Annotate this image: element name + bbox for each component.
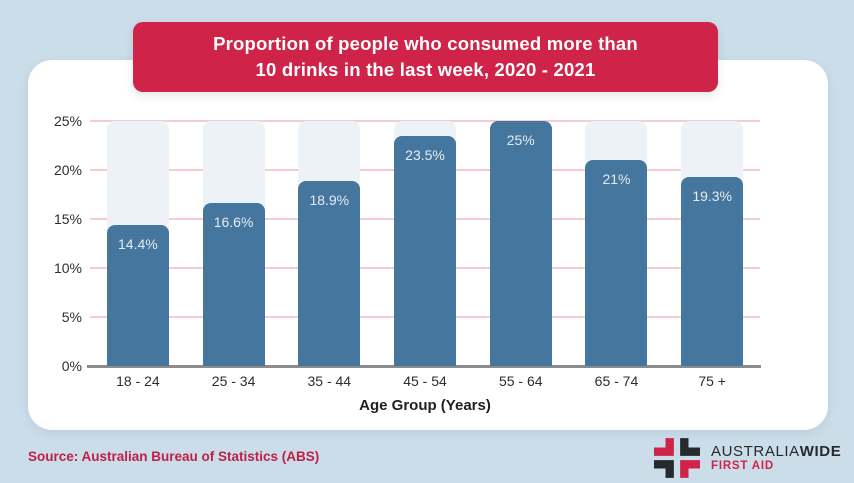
- brand-name-part1: AUSTRALIA: [711, 442, 800, 460]
- x-tick-25-34: 25 - 34: [211, 373, 256, 389]
- bar-value-label: 23.5%: [405, 146, 445, 163]
- source-attribution: Source: Australian Bureau of Statistics …: [28, 449, 320, 464]
- x-tick-45-54: 45 - 54: [403, 373, 447, 389]
- chart-title-line2: 10 drinks in the last week, 2020 - 2021: [255, 59, 596, 80]
- bar-value-label: 25%: [506, 132, 535, 148]
- y-tick-20: 20%: [53, 162, 82, 178]
- chart-title-banner: Proportion of people who consumed more t…: [133, 22, 718, 92]
- x-tick-18-24: 18 - 24: [116, 373, 160, 389]
- brand-name: AUSTRALIAWIDE: [711, 443, 841, 460]
- x-axis-tick-labels: 18 - 24 25 - 34 35 - 44 45 - 54 55 - 64 …: [90, 373, 760, 389]
- x-tick-55-64: 55 - 64: [498, 373, 543, 389]
- bar-75plus: 19.3%: [681, 176, 744, 366]
- y-tick-5: 5%: [61, 309, 82, 325]
- x-tick-75plus: 75 +: [698, 373, 726, 389]
- brand-name-part2: WIDE: [799, 442, 842, 460]
- bar-25-34: 16.6%: [202, 203, 265, 366]
- y-tick-0: 0%: [61, 358, 82, 374]
- first-aid-cross-icon: [654, 438, 700, 478]
- x-tick-35-44: 35 - 44: [307, 373, 352, 389]
- bar-column-45-54: 23.5%: [377, 121, 473, 366]
- x-tick-65-74: 65 - 74: [594, 373, 639, 389]
- plot-area: 14.4% 16.6% 18.9% 23.5%: [87, 120, 761, 368]
- bar-45-54: 23.5%: [394, 135, 457, 366]
- bar-18-24: 14.4%: [106, 224, 169, 366]
- chart-title-line1: Proportion of people who consumed more t…: [213, 33, 638, 54]
- bar-65-74: 21%: [585, 160, 648, 366]
- y-tick-25: 25%: [53, 113, 82, 129]
- y-tick-10: 10%: [53, 260, 82, 276]
- bar-column-75plus: 19.3%: [664, 121, 760, 366]
- bar-value-label: 14.4%: [118, 235, 158, 252]
- bar-column-25-34: 16.6%: [186, 121, 282, 366]
- x-axis-line: [87, 365, 761, 368]
- bar-value-label: 18.9%: [309, 191, 350, 208]
- bar-value-label: 16.6%: [213, 214, 254, 231]
- bar-column-55-64: 25%: [473, 121, 569, 366]
- brand-logo: AUSTRALIAWIDE FIRST AID: [654, 438, 841, 478]
- bar-column-35-44: 18.9%: [281, 121, 377, 366]
- bar-35-44: 18.9%: [298, 180, 361, 366]
- bar-columns: 14.4% 16.6% 18.9% 23.5%: [90, 121, 760, 366]
- y-tick-15: 15%: [53, 211, 82, 227]
- x-axis-title: Age Group (Years): [359, 397, 491, 414]
- bar-column-18-24: 14.4%: [90, 121, 186, 366]
- bar-55-64: 25%: [489, 121, 552, 366]
- bar-value-label: 19.3%: [692, 187, 733, 204]
- brand-logo-text: AUSTRALIAWIDE FIRST AID: [711, 443, 841, 473]
- bar-value-label: 21%: [602, 171, 631, 188]
- bar-column-65-74: 21%: [569, 121, 665, 366]
- brand-tagline: FIRST AID: [711, 460, 774, 473]
